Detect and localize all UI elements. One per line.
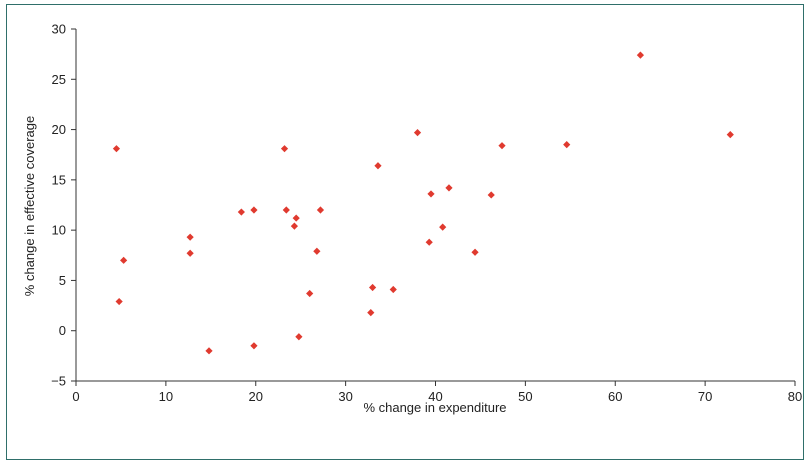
data-point xyxy=(295,333,303,341)
data-point xyxy=(313,247,321,255)
data-point xyxy=(205,347,213,355)
y-tick-label: 0 xyxy=(59,323,66,338)
data-point xyxy=(292,214,300,222)
data-point xyxy=(120,256,128,264)
x-tick-label: 40 xyxy=(428,389,442,404)
data-point xyxy=(374,162,382,170)
data-point xyxy=(368,283,377,292)
x-tick-label: 60 xyxy=(608,389,622,404)
x-tick-label: 70 xyxy=(698,389,712,404)
data-point xyxy=(726,131,734,139)
x-axis-title: % change in expenditure xyxy=(363,400,506,415)
data-points xyxy=(112,51,734,355)
data-point xyxy=(115,297,123,306)
y-tick-label: 15 xyxy=(52,172,66,187)
chart-frame xyxy=(6,4,804,460)
data-point xyxy=(186,233,194,241)
data-point xyxy=(471,248,479,256)
y-axis-title: % change in effective coverage xyxy=(22,116,37,296)
data-point xyxy=(316,206,325,214)
y-tick-label: 30 xyxy=(52,22,66,37)
data-point xyxy=(290,222,298,230)
data-point xyxy=(425,238,433,246)
data-point xyxy=(280,145,289,153)
x-tick-label: 20 xyxy=(249,389,263,404)
x-tick-label: 50 xyxy=(518,389,532,404)
data-point xyxy=(498,142,506,150)
data-point xyxy=(636,51,645,59)
data-point xyxy=(250,206,258,214)
y-tick-label: 25 xyxy=(52,72,66,87)
y-tick-label: 5 xyxy=(59,273,66,288)
x-tick-label: 10 xyxy=(159,389,173,404)
data-point xyxy=(112,145,121,153)
data-point xyxy=(427,190,435,198)
data-point xyxy=(367,309,375,317)
data-point xyxy=(282,206,290,214)
y-tick-label: 10 xyxy=(52,223,66,238)
x-tick-label: 80 xyxy=(788,389,802,404)
data-point xyxy=(413,128,422,137)
data-point xyxy=(306,289,314,298)
data-point xyxy=(237,208,245,216)
data-point xyxy=(445,184,453,192)
x-tick-label: 0 xyxy=(72,389,79,404)
y-tick-label: −5 xyxy=(51,374,66,389)
data-point xyxy=(563,141,571,149)
x-tick-label: 30 xyxy=(338,389,352,404)
data-point xyxy=(439,223,447,231)
y-tick-label: 20 xyxy=(52,122,66,137)
data-point xyxy=(250,342,258,350)
data-point xyxy=(186,249,194,257)
data-point xyxy=(487,191,495,199)
data-point xyxy=(389,285,397,294)
